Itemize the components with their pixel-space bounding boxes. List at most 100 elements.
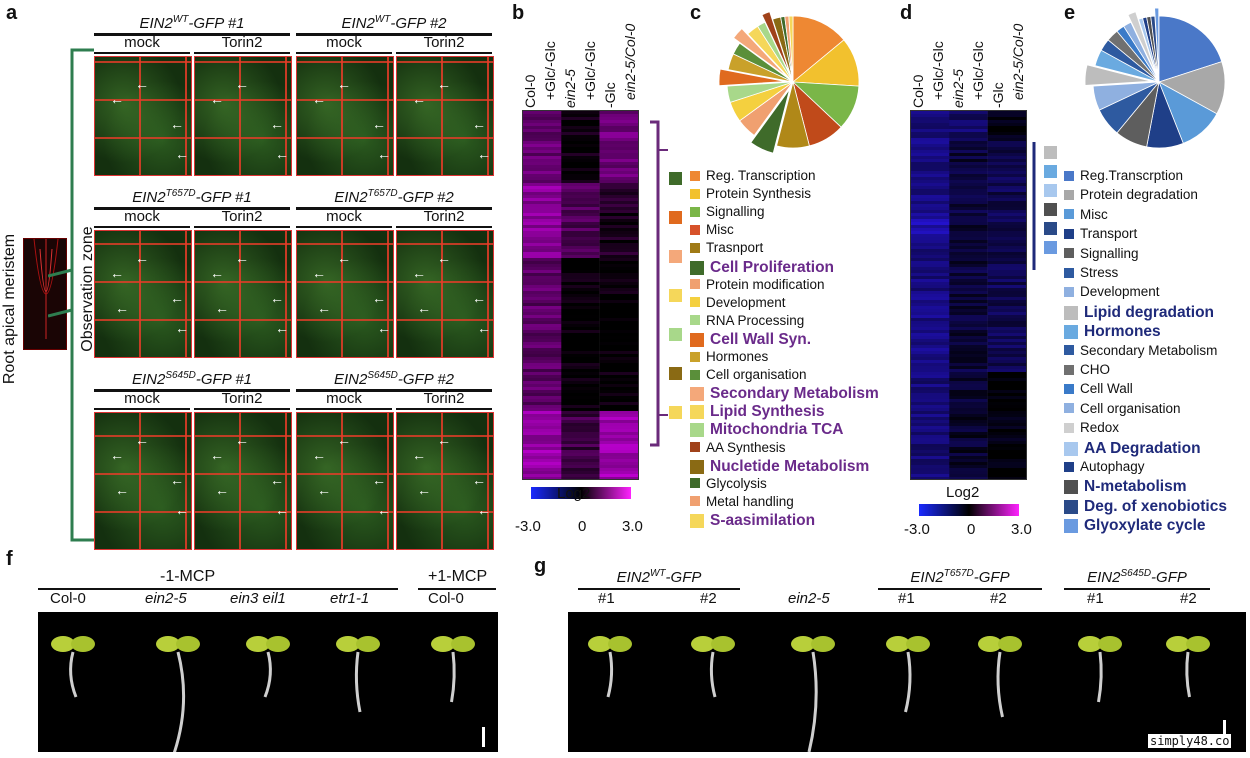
heatmap-cell (599, 288, 639, 291)
heatmap-cell (911, 474, 950, 477)
heatmap-cell (523, 201, 562, 204)
heatmap-cell (949, 210, 988, 213)
heatmap-cell (949, 189, 988, 192)
heatmap-cell (987, 399, 1027, 402)
genotype-group-underline (1064, 588, 1210, 590)
arrow-icon: ← (135, 432, 149, 448)
heatmap-cell (523, 429, 562, 432)
heatmap-cell (911, 396, 950, 399)
heatmap-cell (949, 147, 988, 150)
heatmap-cell (599, 117, 639, 120)
heatmap-cell (599, 222, 639, 225)
heatmap-cell (561, 375, 600, 378)
arrow-icon: ← (270, 290, 284, 306)
heatmap-cell (523, 420, 562, 423)
heatmap-cell (987, 273, 1027, 276)
legend-item: Misc (690, 222, 734, 237)
heatmap-cell (599, 114, 639, 117)
micrograph: ← ← ← ← ← (396, 230, 494, 358)
heatmap-cell (599, 195, 639, 198)
heatmap-cell (911, 444, 950, 447)
legend-swatch (1064, 209, 1074, 220)
heatmap-cell (911, 216, 950, 219)
legend-label: Cell organisation (706, 367, 807, 383)
arrow-icon: ← (170, 472, 184, 488)
heatmap-cell (599, 165, 639, 168)
legend-label: Transport (1080, 226, 1138, 242)
heatmap-cell (911, 426, 950, 429)
heatmap-cell (599, 189, 639, 192)
heatmap-cell (949, 447, 988, 450)
micrograph: ← ← ← ← (194, 56, 292, 176)
heatmap-cell (599, 360, 639, 363)
pie-slice (732, 42, 794, 83)
legend-item: Development (690, 295, 786, 310)
heatmap-cell (911, 237, 950, 240)
legend-item: Cell Wall Syn. (690, 331, 811, 349)
legend-item: Mitochondria TCA (690, 421, 843, 439)
heatmap-cell (523, 204, 562, 207)
heatmap-cell (911, 192, 950, 195)
heatmap-cell (987, 264, 1027, 267)
heatmap-cell (987, 459, 1027, 462)
heatmap-cell (911, 288, 950, 291)
heatmap-cell (949, 453, 988, 456)
heatmap-cell (599, 138, 639, 141)
panel-b-bracket (650, 120, 668, 447)
heatmap-cell (523, 138, 562, 141)
heatmap-cell (911, 177, 950, 180)
heatmap-cell (949, 399, 988, 402)
heatmap-cell (599, 162, 639, 165)
heatmap-cell (987, 462, 1027, 465)
arrow-icon: ← (477, 146, 491, 162)
heatmap-cell (911, 165, 950, 168)
heatmap-cell (949, 474, 988, 477)
treatment-underline (296, 408, 392, 410)
heatmap-cell (987, 468, 1027, 471)
heatmap-cell (523, 123, 562, 126)
legend-swatch (690, 423, 704, 438)
heatmap-cell (987, 366, 1027, 369)
heatmap-cell (599, 246, 639, 249)
heatmap-cell (987, 225, 1027, 228)
heatmap-cell (949, 168, 988, 171)
heatmap-cell (949, 174, 988, 177)
heatmap-cell (523, 135, 562, 138)
observation-zone-bracket (48, 48, 94, 542)
heatmap-cell (523, 144, 562, 147)
heatmap-cell (911, 303, 950, 306)
legend-label: Signalling (706, 204, 765, 220)
heatmap-cell (561, 414, 600, 417)
heatmap-cell (561, 354, 600, 357)
legend-label: Misc (706, 222, 734, 238)
pie-slice (1158, 15, 1223, 83)
heatmap-cell (561, 423, 600, 426)
treatment-label: Torin2 (221, 34, 263, 51)
heatmap-cell (911, 321, 950, 324)
heatmap-cell (599, 474, 639, 477)
heatmap-cell (561, 444, 600, 447)
heatmap-cell (523, 450, 562, 453)
heatmap-cell (561, 264, 600, 267)
genotype-title: EIN2T657D-GFP #1 (132, 188, 252, 206)
heatmap-cell (949, 291, 988, 294)
heatmap-cell (599, 213, 639, 216)
heatmap-cell (561, 225, 600, 228)
heatmap-cell (599, 453, 639, 456)
arrow-icon: ← (210, 91, 224, 107)
heatmap-cell (987, 450, 1027, 453)
legend-label: Development (1080, 284, 1160, 300)
lane-label: ein3 eil1 (230, 590, 286, 607)
heatmap-cell (911, 213, 950, 216)
group-square (1044, 146, 1057, 159)
heatmap-cell (561, 357, 600, 360)
genotype-group-underline (878, 588, 1042, 590)
heatmap-cell (561, 453, 600, 456)
heatmap-cell (987, 396, 1027, 399)
lane-label: Col-0 (428, 590, 464, 607)
heatmap-cell (987, 129, 1027, 132)
heatmap-cell (949, 132, 988, 135)
legend-swatch (1064, 189, 1074, 200)
heatmap-cell (599, 378, 639, 381)
heatmap-cell (949, 138, 988, 141)
